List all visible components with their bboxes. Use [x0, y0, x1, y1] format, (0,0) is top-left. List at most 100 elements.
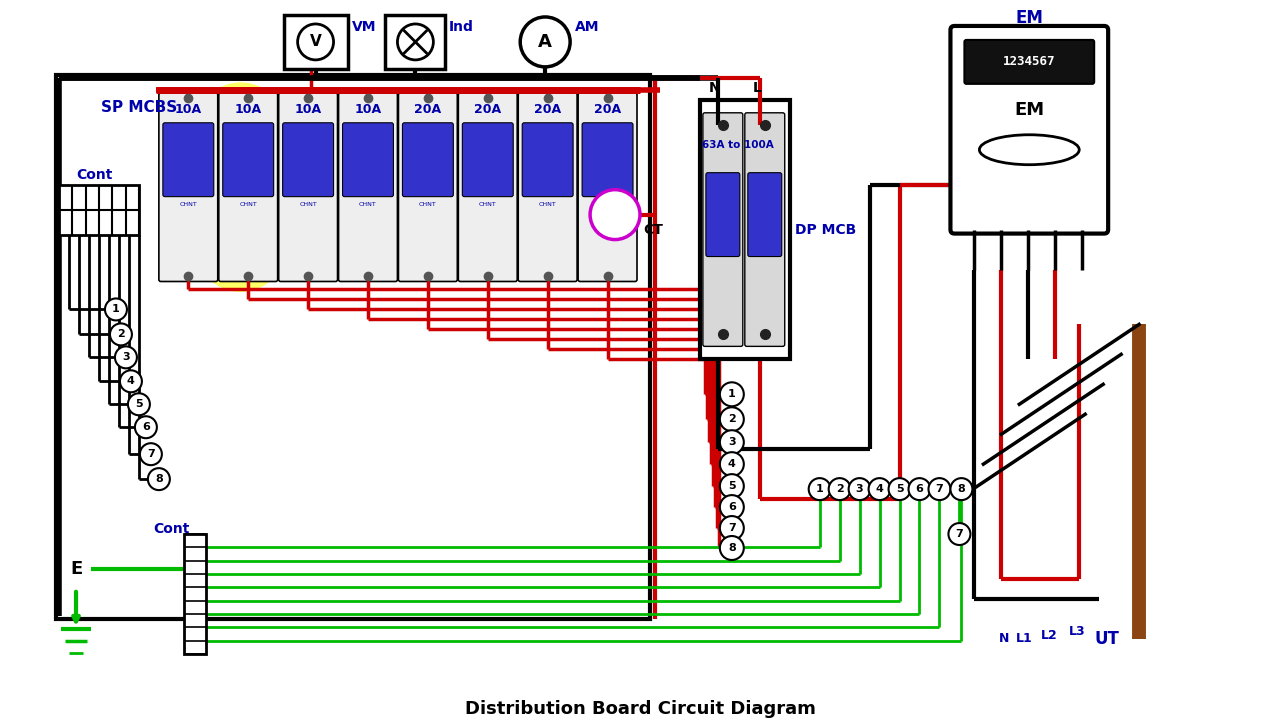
FancyBboxPatch shape [284, 15, 348, 69]
FancyBboxPatch shape [279, 93, 338, 282]
Circle shape [719, 474, 744, 498]
Text: EM: EM [1014, 101, 1044, 119]
FancyBboxPatch shape [163, 123, 214, 197]
FancyBboxPatch shape [518, 93, 577, 282]
Circle shape [105, 299, 127, 320]
FancyBboxPatch shape [745, 113, 785, 346]
Text: 4: 4 [876, 484, 883, 494]
Circle shape [828, 478, 851, 500]
FancyBboxPatch shape [705, 173, 740, 256]
FancyBboxPatch shape [579, 93, 637, 282]
Text: CHNT: CHNT [179, 202, 197, 207]
FancyBboxPatch shape [343, 123, 393, 197]
Text: CHNT: CHNT [599, 202, 617, 207]
Circle shape [888, 478, 910, 500]
Text: CHNT: CHNT [539, 202, 557, 207]
Text: UT: UT [1094, 630, 1119, 648]
Text: 2: 2 [836, 484, 844, 494]
Ellipse shape [979, 135, 1079, 165]
FancyBboxPatch shape [283, 123, 334, 197]
Text: 20A: 20A [594, 103, 621, 117]
Circle shape [909, 478, 931, 500]
Circle shape [719, 408, 744, 431]
FancyBboxPatch shape [402, 123, 453, 197]
Text: Distribution Board Circuit Diagram: Distribution Board Circuit Diagram [465, 700, 815, 718]
FancyBboxPatch shape [398, 93, 457, 282]
Circle shape [951, 478, 973, 500]
Text: DP MCB: DP MCB [795, 222, 856, 237]
FancyBboxPatch shape [159, 93, 218, 282]
Circle shape [719, 382, 744, 406]
FancyBboxPatch shape [462, 123, 513, 197]
Text: CHNT: CHNT [479, 202, 497, 207]
Text: 7: 7 [728, 523, 736, 533]
Text: 20A: 20A [534, 103, 561, 117]
Text: Ind: Ind [448, 20, 474, 34]
Text: CHNT: CHNT [360, 202, 376, 207]
Text: CT: CT [643, 222, 663, 237]
Circle shape [397, 24, 434, 60]
Text: SP MCBS: SP MCBS [101, 100, 177, 115]
Text: A: A [538, 33, 552, 51]
Text: 6: 6 [142, 422, 150, 432]
Circle shape [148, 468, 170, 490]
FancyBboxPatch shape [964, 40, 1094, 84]
Circle shape [120, 370, 142, 392]
Circle shape [719, 495, 744, 519]
Text: E: E [70, 560, 82, 578]
Text: CHNT: CHNT [419, 202, 436, 207]
Text: 20A: 20A [415, 103, 442, 117]
Circle shape [590, 189, 640, 240]
Circle shape [298, 24, 334, 60]
Text: 5: 5 [896, 484, 904, 494]
Circle shape [128, 393, 150, 415]
FancyBboxPatch shape [748, 173, 782, 256]
Text: 6: 6 [728, 502, 736, 512]
Text: 10A: 10A [175, 103, 202, 117]
FancyBboxPatch shape [219, 93, 278, 282]
Text: 8: 8 [155, 474, 163, 484]
FancyBboxPatch shape [184, 534, 206, 654]
Text: 1234567: 1234567 [1004, 55, 1056, 68]
Text: 6: 6 [915, 484, 923, 494]
Text: 8: 8 [728, 543, 736, 553]
Circle shape [719, 536, 744, 560]
Text: 3: 3 [728, 437, 736, 447]
Circle shape [869, 478, 891, 500]
Text: 5: 5 [136, 400, 142, 409]
Circle shape [928, 478, 951, 500]
Text: 1: 1 [113, 305, 120, 315]
FancyBboxPatch shape [223, 123, 274, 197]
FancyBboxPatch shape [338, 93, 397, 282]
Text: CHNT: CHNT [239, 202, 257, 207]
Text: 7: 7 [936, 484, 943, 494]
Text: 1: 1 [728, 390, 736, 400]
Text: 4: 4 [127, 377, 134, 387]
Text: N: N [1000, 632, 1010, 645]
Text: 7: 7 [956, 529, 964, 539]
Text: 20A: 20A [474, 103, 502, 117]
Text: 3: 3 [856, 484, 864, 494]
Text: N: N [709, 81, 721, 95]
Text: 3: 3 [122, 352, 129, 362]
Text: AM: AM [575, 20, 599, 34]
Text: 10A: 10A [234, 103, 262, 117]
Text: 4: 4 [728, 459, 736, 469]
Text: L3: L3 [1069, 626, 1085, 639]
Circle shape [809, 478, 831, 500]
Text: 63A to 100A: 63A to 100A [701, 140, 773, 150]
Text: Cont: Cont [152, 522, 189, 536]
Text: 7: 7 [147, 449, 155, 459]
Circle shape [115, 346, 137, 369]
Text: 2: 2 [116, 329, 125, 339]
FancyBboxPatch shape [56, 75, 650, 619]
Circle shape [948, 523, 970, 545]
Text: L1: L1 [1016, 632, 1033, 645]
Text: EM: EM [1015, 9, 1043, 27]
Circle shape [134, 416, 157, 438]
FancyBboxPatch shape [951, 26, 1108, 233]
Circle shape [719, 516, 744, 540]
Text: Cont: Cont [76, 168, 113, 181]
Text: 8: 8 [957, 484, 965, 494]
Circle shape [719, 431, 744, 454]
